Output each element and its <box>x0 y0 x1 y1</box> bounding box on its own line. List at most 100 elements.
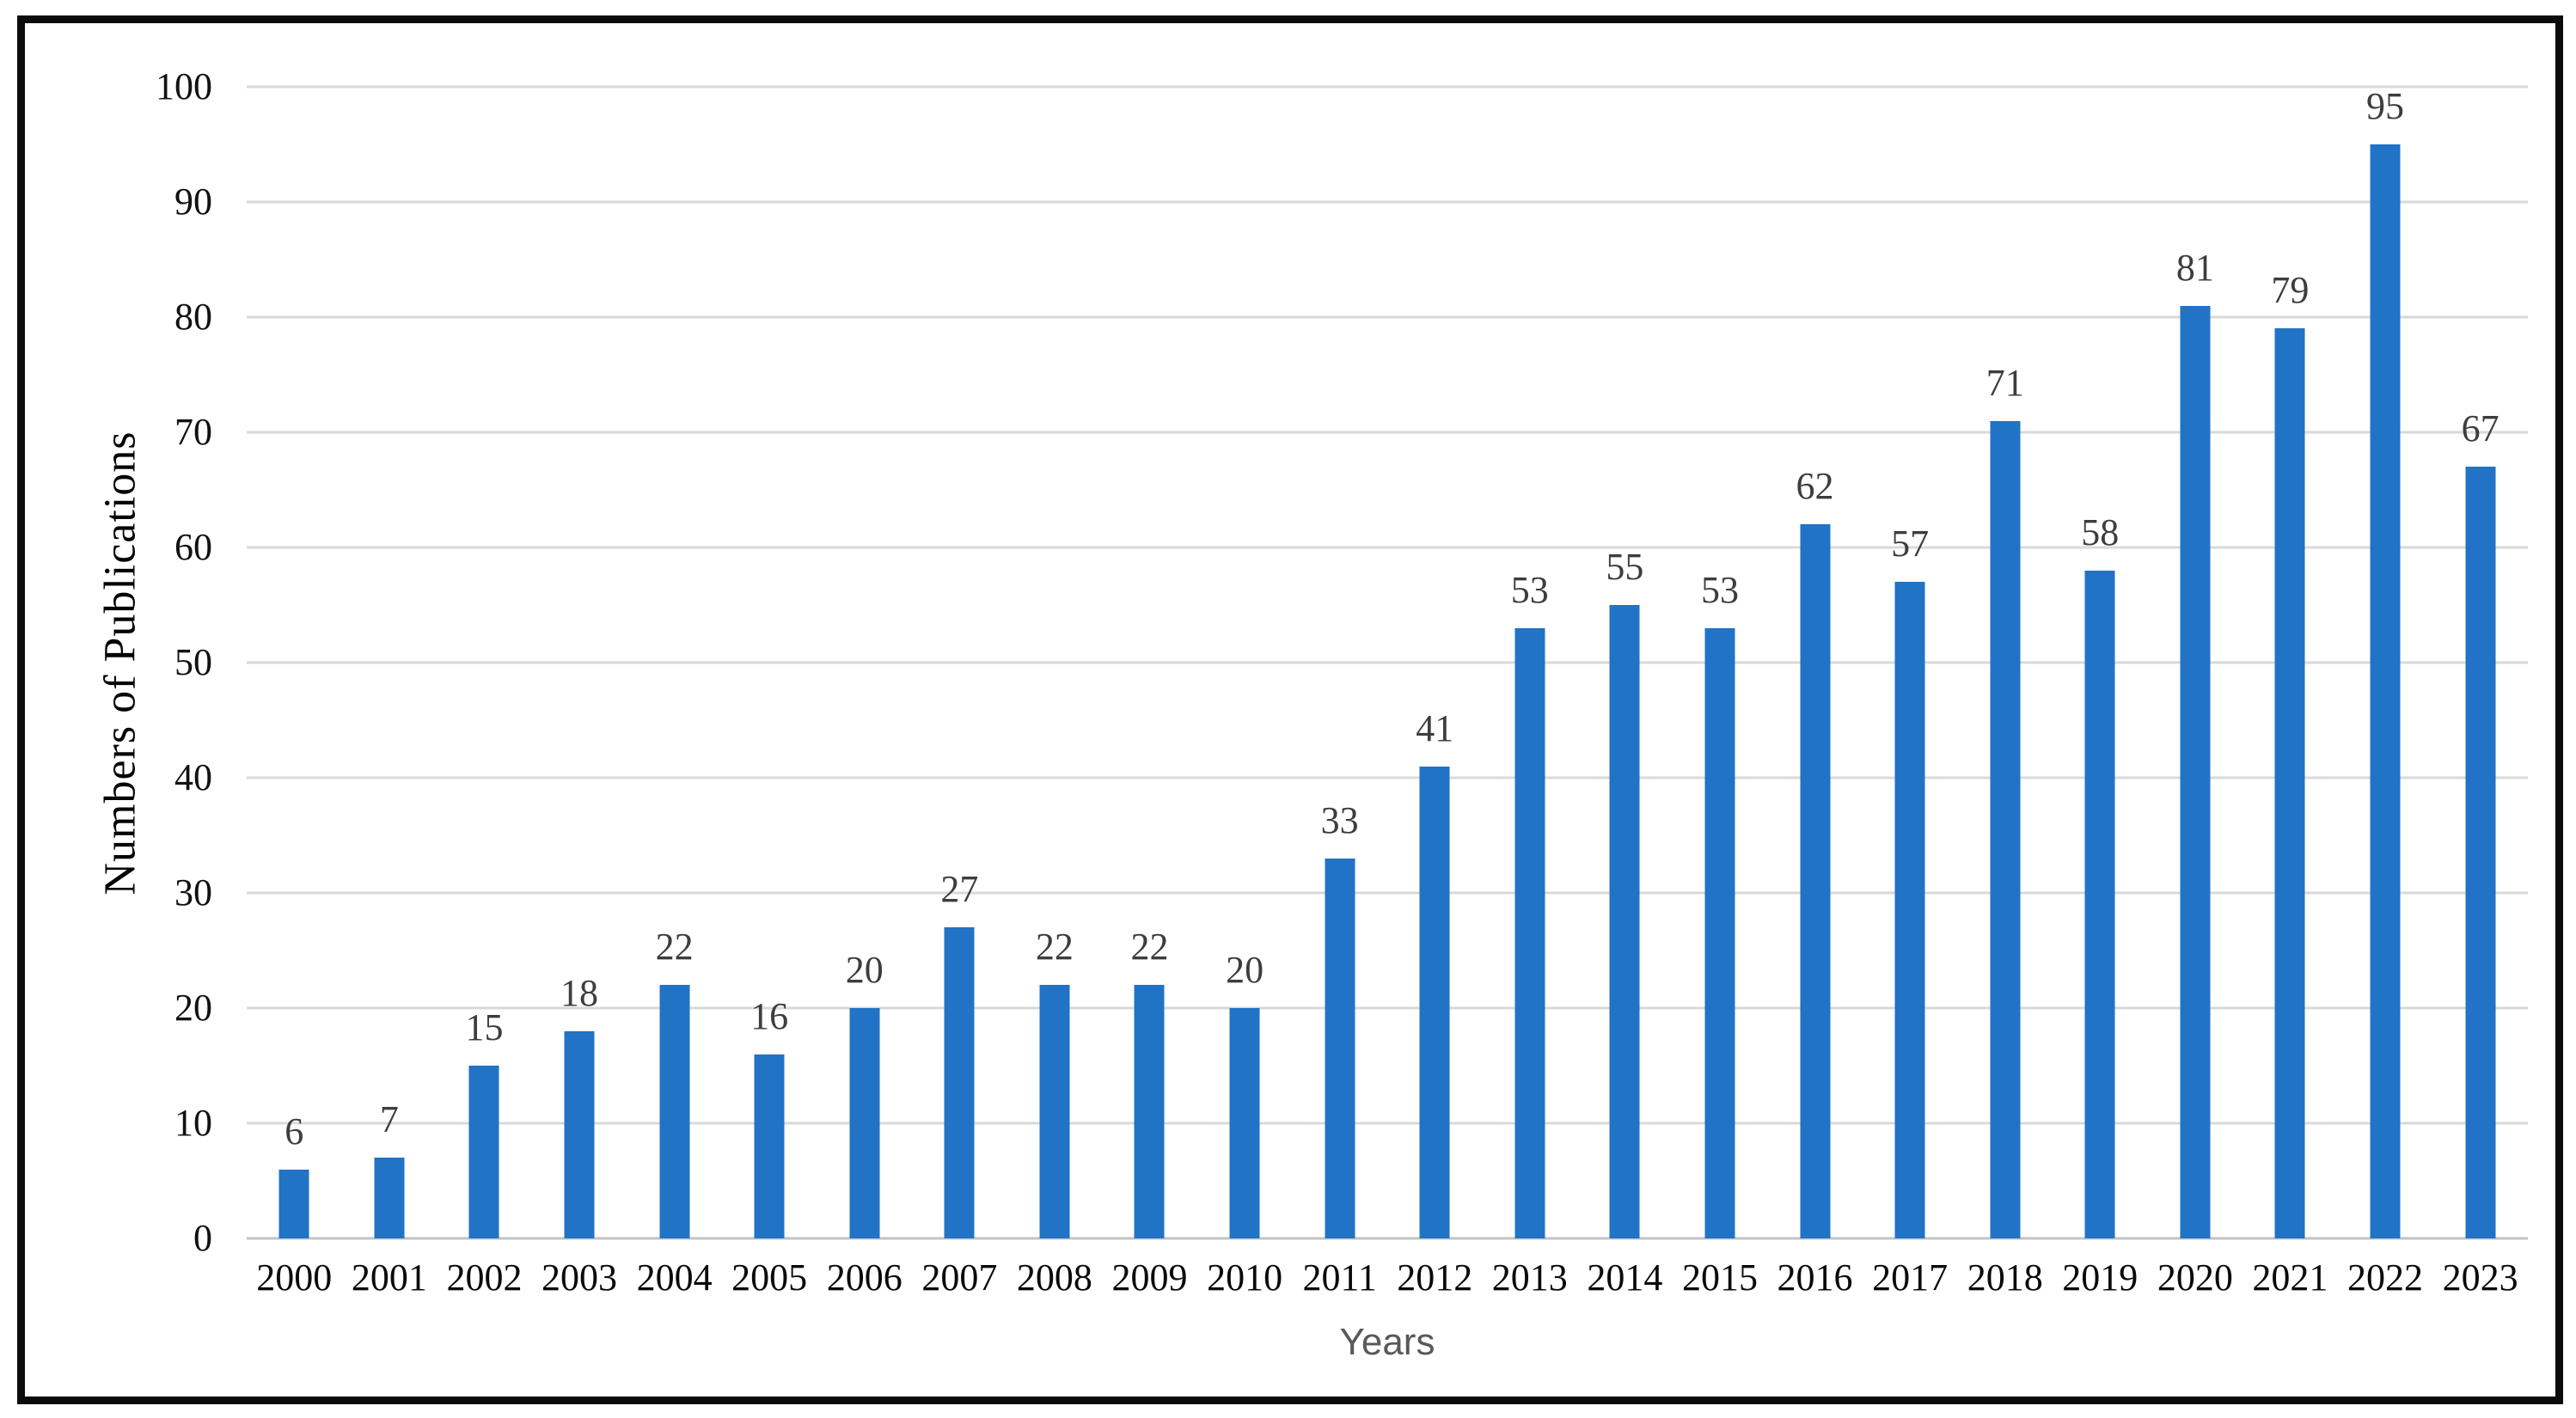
bar-value-label-2015: 53 <box>1700 568 1739 611</box>
bar-2020 <box>2180 305 2211 1238</box>
bar-slot-2019: 58 <box>2053 87 2148 1238</box>
bar-value-label-2023: 67 <box>2461 407 2500 450</box>
y-tick-label-40: 40 <box>174 756 212 798</box>
bar-slot-2013: 53 <box>1483 87 1578 1238</box>
bar-slot-2023: 67 <box>2432 87 2528 1238</box>
bar-value-label-2006: 20 <box>845 949 884 991</box>
bar-slot-2002: 15 <box>437 87 532 1238</box>
bar-slot-2012: 41 <box>1387 87 1483 1238</box>
x-tick-label-2022: 2022 <box>2347 1256 2423 1299</box>
bar-slot-2003: 18 <box>532 87 627 1238</box>
y-tick-label-10: 10 <box>174 1102 212 1144</box>
x-axis-title: Years <box>1339 1321 1435 1363</box>
bar-2009 <box>1134 985 1165 1238</box>
x-tick-label-2023: 2023 <box>2442 1256 2518 1299</box>
plot-area: 6 7 15 18 22 16 20 27 22 22 20 33 41 53 55 53 62 57 71 58 81… <box>247 85 2528 1240</box>
bar-2012 <box>1419 766 1450 1238</box>
x-tick-label-2008: 2008 <box>1016 1256 1092 1299</box>
bar-2005 <box>754 1054 785 1238</box>
bar-slot-2004: 22 <box>627 87 722 1238</box>
x-tick-label-2012: 2012 <box>1397 1256 1473 1299</box>
bar-slot-2009: 22 <box>1102 87 1197 1238</box>
bar-2013 <box>1514 627 1545 1238</box>
bar-value-label-2004: 22 <box>655 926 694 969</box>
bar-value-label-2022: 95 <box>2366 85 2404 127</box>
bar-value-label-2016: 62 <box>1796 465 1834 508</box>
bar-2007 <box>944 927 975 1238</box>
bar-slot-2020: 81 <box>2148 87 2243 1238</box>
bar-slot-2014: 55 <box>1577 87 1673 1238</box>
bar-2008 <box>1039 985 1070 1238</box>
bar-2019 <box>2084 570 2115 1238</box>
bar-2004 <box>659 985 690 1238</box>
x-tick-label-2003: 2003 <box>542 1256 618 1299</box>
x-tick-label-2021: 2021 <box>2252 1256 2328 1299</box>
gridline-0 <box>247 1237 2528 1240</box>
x-tick-label-2007: 2007 <box>921 1256 998 1299</box>
gridline-30 <box>247 891 2528 895</box>
bar-value-label-2013: 53 <box>1510 568 1549 611</box>
x-tick-label-2006: 2006 <box>826 1256 903 1299</box>
bar-2017 <box>1894 582 1925 1238</box>
y-tick-label-20: 20 <box>174 987 212 1029</box>
bar-value-label-2021: 79 <box>2271 269 2310 312</box>
bars-row: 6 7 15 18 22 16 20 27 22 22 20 33 41 53 55 53 62 57 71 58 81… <box>247 87 2528 1238</box>
figure-frame: Numbers of Publications 0 10 20 30 40 50 60 70 8… <box>17 15 2563 1404</box>
bar-slot-2018: 71 <box>1957 87 2053 1238</box>
bar-value-label-2010: 20 <box>1226 949 1264 991</box>
x-tick-label-2005: 2005 <box>731 1256 808 1299</box>
bar-value-label-2011: 33 <box>1320 798 1359 841</box>
bar-2010 <box>1229 1008 1260 1238</box>
bar-2003 <box>564 1030 595 1238</box>
bar-value-label-2019: 58 <box>2081 510 2120 553</box>
bar-slot-2005: 16 <box>722 87 817 1238</box>
bar-2002 <box>468 1066 499 1238</box>
bar-value-label-2008: 22 <box>1035 926 1074 969</box>
bar-slot-2021: 79 <box>2243 87 2338 1238</box>
bar-2011 <box>1325 858 1355 1238</box>
bar-slot-2007: 27 <box>912 87 1007 1238</box>
y-tick-label-60: 60 <box>174 526 212 568</box>
bar-2022 <box>2370 144 2401 1238</box>
bar-value-label-2003: 18 <box>560 971 599 1014</box>
bar-value-label-2009: 22 <box>1130 926 1169 969</box>
x-tick-label-2020: 2020 <box>2157 1256 2233 1299</box>
x-tick-label-2019: 2019 <box>2062 1256 2139 1299</box>
bar-slot-2008: 22 <box>1007 87 1103 1238</box>
bar-slot-2000: 6 <box>247 87 342 1238</box>
bar-2006 <box>849 1008 880 1238</box>
bar-slot-2015: 53 <box>1673 87 1768 1238</box>
gridline-100 <box>247 85 2528 89</box>
x-tick-label-2000: 2000 <box>256 1256 333 1299</box>
bar-value-label-2020: 81 <box>2175 246 2214 289</box>
bar-slot-2010: 20 <box>1197 87 1293 1238</box>
x-tick-label-2010: 2010 <box>1207 1256 1283 1299</box>
gridline-60 <box>247 546 2528 549</box>
bar-slot-2001: 7 <box>342 87 437 1238</box>
bar-value-label-2000: 6 <box>285 1109 304 1152</box>
gridline-80 <box>247 315 2528 319</box>
y-tick-label-30: 30 <box>174 871 212 914</box>
bar-slot-2016: 62 <box>1767 87 1863 1238</box>
gridline-50 <box>247 661 2528 664</box>
y-tick-label-90: 90 <box>174 180 212 223</box>
bar-value-label-2012: 41 <box>1416 706 1454 749</box>
bar-value-label-2005: 16 <box>750 994 789 1037</box>
bar-value-label-2014: 55 <box>1606 546 1644 588</box>
y-tick-label-100: 100 <box>156 65 212 107</box>
x-tick-label-2014: 2014 <box>1587 1256 1663 1299</box>
bar-2018 <box>1990 420 2021 1238</box>
x-tick-label-2013: 2013 <box>1491 1256 1568 1299</box>
x-tick-label-2011: 2011 <box>1302 1256 1377 1299</box>
bar-2016 <box>1800 524 1831 1238</box>
x-tick-label-2016: 2016 <box>1777 1256 1853 1299</box>
bar-slot-2011: 33 <box>1292 87 1387 1238</box>
bar-value-label-2017: 57 <box>1891 523 1930 565</box>
x-tick-label-2004: 2004 <box>636 1256 713 1299</box>
bar-2001 <box>374 1158 405 1238</box>
bar-value-label-2018: 71 <box>1986 361 2024 404</box>
bar-value-label-2007: 27 <box>940 868 979 911</box>
bar-2015 <box>1704 627 1735 1238</box>
bar-slot-2022: 95 <box>2338 87 2433 1238</box>
